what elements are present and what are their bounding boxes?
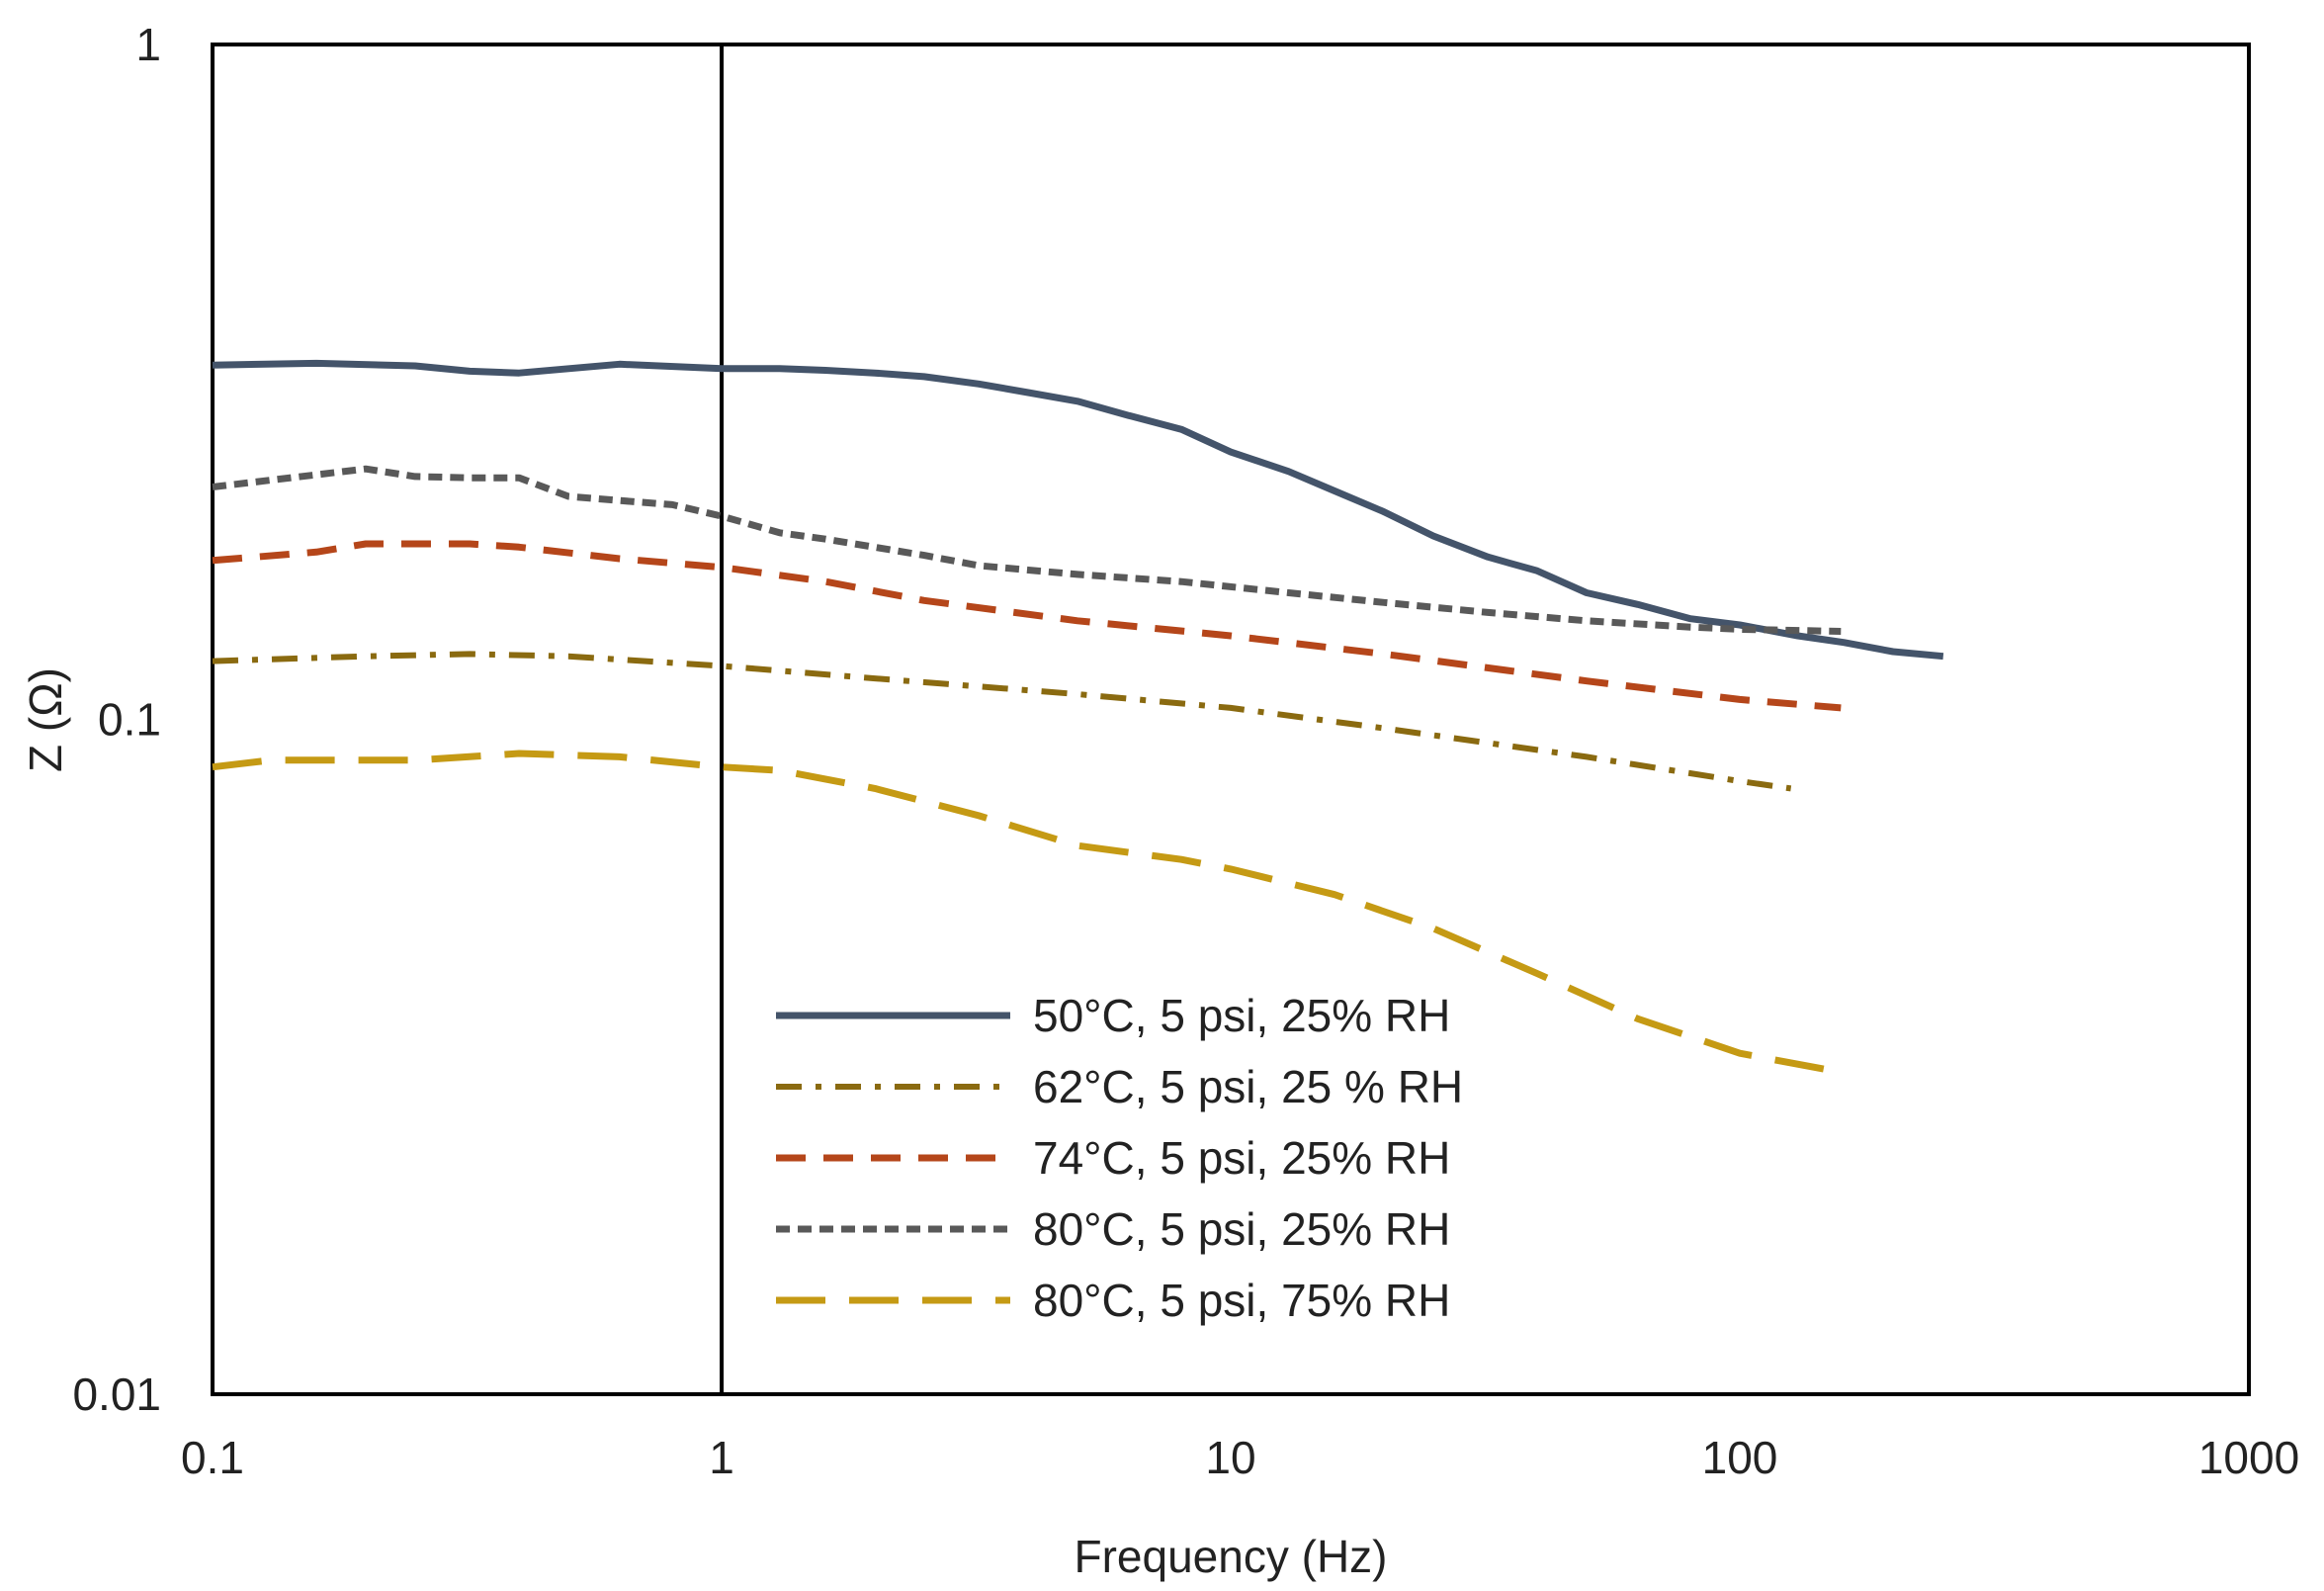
series-line-5 xyxy=(212,750,1842,1076)
y-tick-labels: 0.01 0.1 1 xyxy=(72,19,161,1420)
series-line-1 xyxy=(212,359,1944,661)
y-tick-label: 0.01 xyxy=(72,1369,161,1420)
x-axis-title: Frequency (Hz) xyxy=(1075,1531,1388,1582)
series-line-2 xyxy=(212,651,1792,792)
y-tick-label: 1 xyxy=(135,19,161,70)
legend-label-3: 74°C, 5 psi, 25% RH xyxy=(1033,1132,1450,1184)
x-tick-labels: 0.1 1 10 100 1000 xyxy=(181,1432,2299,1483)
x-tick-label: 100 xyxy=(1702,1432,1778,1483)
series-line-4 xyxy=(212,465,1842,635)
legend: 50°C, 5 psi, 25% RH 62°C, 5 psi, 25 % RH 7… xyxy=(776,990,1463,1326)
x-tick-label: 0.1 xyxy=(181,1432,244,1483)
plot-area xyxy=(211,43,2251,1396)
series-layer xyxy=(212,359,1944,1076)
legend-label-5: 80°C, 5 psi, 75% RH xyxy=(1033,1275,1450,1326)
x-tick-label: 10 xyxy=(1205,1432,1255,1483)
legend-label-2: 62°C, 5 psi, 25 % RH xyxy=(1033,1061,1463,1112)
legend-label-1: 50°C, 5 psi, 25% RH xyxy=(1033,990,1450,1041)
x-tick-label: 1000 xyxy=(2198,1432,2299,1483)
y-axis-title: Z (Ω) xyxy=(20,667,71,772)
y-tick-label: 0.1 xyxy=(98,694,161,746)
legend-label-4: 80°C, 5 psi, 25% RH xyxy=(1033,1203,1450,1255)
x-tick-label: 1 xyxy=(709,1432,734,1483)
